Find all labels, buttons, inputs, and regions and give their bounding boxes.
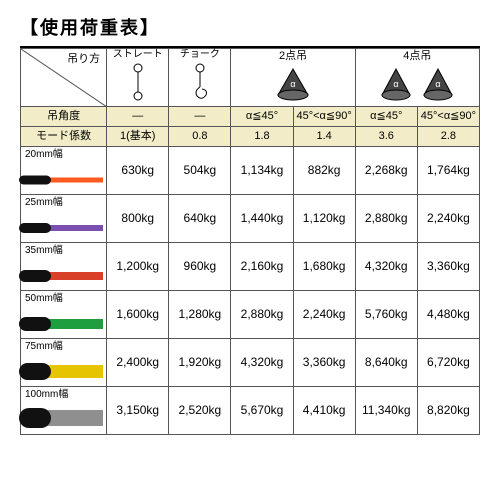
angle-3: 45°<α≦90°: [293, 107, 355, 127]
value-cell: 1,120kg: [293, 195, 355, 243]
mode-3: 1.4: [293, 127, 355, 147]
value-cell: 2,520kg: [169, 387, 231, 435]
value-cell: 1,134kg: [231, 147, 293, 195]
value-cell: 2,400kg: [107, 339, 169, 387]
table-row: 50mm幅 1,600kg1,280kg2,880kg2,240kg5,760k…: [21, 291, 480, 339]
choke-icon: [188, 63, 212, 101]
sling-icon: [19, 406, 103, 430]
value-cell: 1,600kg: [107, 291, 169, 339]
width-label: 50mm幅: [25, 293, 63, 305]
value-cell: 6,720kg: [417, 339, 479, 387]
value-cell: 1,440kg: [231, 195, 293, 243]
load-table: 吊り方 ストレート チョーク 2点吊: [20, 48, 480, 435]
value-cell: 2,240kg: [293, 291, 355, 339]
width-label: 20mm幅: [25, 149, 63, 161]
value-cell: 504kg: [169, 147, 231, 195]
mode-2: 1.8: [231, 127, 293, 147]
value-cell: 2,268kg: [355, 147, 417, 195]
value-cell: 1,680kg: [293, 243, 355, 291]
table-row: 100mm幅 3,150kg2,520kg5,670kg4,410kg11,34…: [21, 387, 480, 435]
value-cell: 4,480kg: [417, 291, 479, 339]
width-cell: 75mm幅: [21, 339, 107, 387]
value-cell: 4,410kg: [293, 387, 355, 435]
straight-icon: [128, 63, 148, 101]
sling-icon: [19, 170, 103, 190]
cone-icon-2: α: [270, 65, 316, 101]
value-cell: 2,160kg: [231, 243, 293, 291]
table-title: 【使用荷重表】: [20, 14, 480, 40]
mode-4: 3.6: [355, 127, 417, 147]
cone-icon-4a: α: [376, 65, 416, 101]
value-cell: 3,360kg: [417, 243, 479, 291]
value-cell: 8,640kg: [355, 339, 417, 387]
table-row: 20mm幅 630kg504kg1,134kg882kg2,268kg1,764…: [21, 147, 480, 195]
table-row: 35mm幅 1,200kg960kg2,160kg1,680kg4,320kg3…: [21, 243, 480, 291]
width-label: 25mm幅: [25, 197, 63, 209]
method-straight: ストレート: [107, 49, 169, 107]
sling-icon: [19, 266, 103, 286]
method-label-cell: 吊り方: [21, 49, 107, 107]
width-label: 75mm幅: [25, 341, 63, 353]
angle-2: α≦45°: [231, 107, 293, 127]
mode-5: 2.8: [417, 127, 479, 147]
value-cell: 4,320kg: [231, 339, 293, 387]
method-4point: 4点吊 α α: [355, 49, 479, 107]
value-cell: 1,764kg: [417, 147, 479, 195]
value-cell: 800kg: [107, 195, 169, 243]
value-cell: 3,360kg: [293, 339, 355, 387]
value-cell: 4,320kg: [355, 243, 417, 291]
value-cell: 5,670kg: [231, 387, 293, 435]
table-row: 75mm幅 2,400kg1,920kg4,320kg3,360kg8,640k…: [21, 339, 480, 387]
mode-0: 1(基本): [107, 127, 169, 147]
angle-0: ―: [107, 107, 169, 127]
angle-label: 吊角度: [21, 107, 107, 127]
method-2point: 2点吊 α: [231, 49, 355, 107]
value-cell: 11,340kg: [355, 387, 417, 435]
value-cell: 640kg: [169, 195, 231, 243]
table-row: 25mm幅 800kg640kg1,440kg1,120kg2,880kg2,2…: [21, 195, 480, 243]
width-cell: 25mm幅: [21, 195, 107, 243]
value-cell: 630kg: [107, 147, 169, 195]
value-cell: 1,920kg: [169, 339, 231, 387]
svg-text:α: α: [290, 79, 295, 89]
angle-5: 45°<α≦90°: [417, 107, 479, 127]
svg-text:α: α: [436, 79, 441, 89]
sling-icon: [19, 361, 103, 382]
sling-icon: [19, 314, 103, 334]
width-cell: 100mm幅: [21, 387, 107, 435]
method-label: 吊り方: [67, 53, 100, 66]
svg-text:α: α: [394, 79, 399, 89]
mode-1: 0.8: [169, 127, 231, 147]
value-cell: 2,880kg: [231, 291, 293, 339]
angle-4: α≦45°: [355, 107, 417, 127]
cone-icon-4b: α: [418, 65, 458, 101]
method-choke: チョーク: [169, 49, 231, 107]
value-cell: 2,240kg: [417, 195, 479, 243]
angle-1: ―: [169, 107, 231, 127]
value-cell: 882kg: [293, 147, 355, 195]
width-label: 100mm幅: [25, 389, 68, 401]
value-cell: 3,150kg: [107, 387, 169, 435]
sling-icon: [19, 218, 103, 238]
value-cell: 8,820kg: [417, 387, 479, 435]
width-cell: 35mm幅: [21, 243, 107, 291]
value-cell: 2,880kg: [355, 195, 417, 243]
value-cell: 5,760kg: [355, 291, 417, 339]
value-cell: 1,200kg: [107, 243, 169, 291]
value-cell: 960kg: [169, 243, 231, 291]
width-label: 35mm幅: [25, 245, 63, 257]
width-cell: 20mm幅: [21, 147, 107, 195]
value-cell: 1,280kg: [169, 291, 231, 339]
mode-label: モード係数: [21, 127, 107, 147]
width-cell: 50mm幅: [21, 291, 107, 339]
